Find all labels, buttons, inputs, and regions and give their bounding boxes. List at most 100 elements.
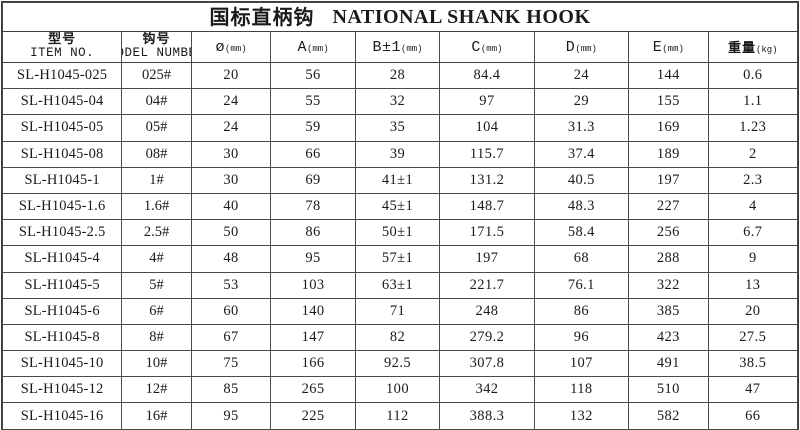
table-row: SL-H1045-6 6# 60 140 71 248 86 385 20 bbox=[1, 297, 799, 325]
cell-b: 32 bbox=[354, 88, 441, 116]
cell-weight: 2.3 bbox=[707, 166, 799, 194]
column-header-a-unit: (mm) bbox=[307, 43, 329, 54]
cell-diameter: 24 bbox=[190, 114, 272, 142]
cell-c: 171.5 bbox=[439, 219, 535, 247]
cell-e: 491 bbox=[628, 350, 709, 378]
cell-e: 385 bbox=[628, 297, 709, 325]
column-header-d: D(mm) bbox=[533, 31, 630, 63]
cell-d: 48.3 bbox=[533, 192, 630, 221]
column-header-weight-cn: 重量 bbox=[727, 41, 756, 56]
cell-b: 71 bbox=[354, 297, 441, 325]
cell-item-no: SL-H1045-4 bbox=[1, 245, 123, 273]
column-header-diameter: ø(mm) bbox=[190, 31, 272, 63]
title-row: 国标直柄钩 NATIONAL SHANK HOOK bbox=[2, 2, 798, 32]
cell-model-number: 6# bbox=[121, 297, 192, 325]
cell-b: 92.5 bbox=[354, 350, 441, 378]
cell-model-number: 1.6# bbox=[121, 192, 192, 221]
cell-d: 118 bbox=[533, 376, 630, 404]
column-header-b-unit: (mm) bbox=[400, 43, 423, 54]
column-header-weight: 重量(kg) bbox=[707, 31, 799, 63]
cell-weight: 2 bbox=[707, 140, 799, 168]
column-header-e-symbol: E bbox=[652, 38, 663, 56]
cell-diameter: 40 bbox=[190, 192, 272, 221]
cell-e: 227 bbox=[628, 192, 709, 221]
cell-weight: 9 bbox=[707, 245, 799, 273]
title-english: NATIONAL SHANK HOOK bbox=[332, 6, 591, 28]
cell-a: 225 bbox=[270, 402, 356, 430]
table-title-cell: 国标直柄钩 NATIONAL SHANK HOOK bbox=[2, 2, 798, 32]
cell-b: 50±1 bbox=[354, 219, 441, 247]
cell-model-number: 4# bbox=[121, 245, 192, 273]
column-header-a-symbol: A bbox=[297, 38, 307, 56]
cell-c: 221.7 bbox=[439, 271, 535, 299]
column-header-model-number-en: MODEL NUMBER bbox=[123, 46, 191, 61]
table-body: SL-H1045-025 025# 20 56 28 84.4 24 144 0.6 SL-H10… bbox=[1, 61, 799, 430]
cell-a: 95 bbox=[270, 245, 356, 273]
title-chinese: 国标直柄钩 bbox=[209, 5, 315, 29]
cell-weight: 1.23 bbox=[707, 114, 799, 142]
cell-weight: 20 bbox=[707, 297, 799, 325]
header-row: 型号 ITEM NO. 钩号 MODEL NUMBER ø(mm) A(mm) bbox=[1, 31, 799, 63]
cell-a: 78 bbox=[270, 192, 356, 221]
cell-diameter: 60 bbox=[190, 297, 272, 325]
cell-item-no: SL-H1045-8 bbox=[1, 323, 123, 352]
cell-c: 131.2 bbox=[439, 166, 535, 194]
cell-d: 31.3 bbox=[533, 114, 630, 142]
cell-d: 37.4 bbox=[533, 140, 630, 168]
cell-a: 56 bbox=[270, 61, 356, 90]
cell-weight: 0.6 bbox=[707, 61, 799, 90]
column-header-d-unit: (mm) bbox=[575, 43, 597, 54]
cell-item-no: SL-H1045-2.5 bbox=[1, 219, 123, 247]
cell-e: 288 bbox=[628, 245, 709, 273]
cell-c: 97 bbox=[439, 88, 535, 116]
cell-weight: 6.7 bbox=[707, 219, 799, 247]
cell-b: 112 bbox=[354, 402, 441, 430]
cell-item-no: SL-H1045-04 bbox=[1, 88, 123, 116]
cell-a: 166 bbox=[270, 350, 356, 378]
cell-b: 57±1 bbox=[354, 245, 441, 273]
cell-item-no: SL-H1045-16 bbox=[1, 402, 123, 430]
cell-d: 40.5 bbox=[533, 166, 630, 194]
cell-item-no: SL-H1045-10 bbox=[1, 350, 123, 378]
cell-a: 66 bbox=[270, 140, 356, 168]
cell-item-no: SL-H1045-12 bbox=[1, 376, 123, 404]
cell-d: 76.1 bbox=[533, 271, 630, 299]
cell-item-no: SL-H1045-05 bbox=[1, 114, 123, 142]
cell-model-number: 08# bbox=[121, 140, 192, 168]
cell-e: 155 bbox=[628, 88, 709, 116]
cell-diameter: 95 bbox=[190, 402, 272, 430]
cell-d: 96 bbox=[533, 323, 630, 352]
cell-d: 24 bbox=[533, 61, 630, 90]
column-header-model-number: 钩号 MODEL NUMBER bbox=[121, 31, 192, 63]
column-header-item-no: 型号 ITEM NO. bbox=[1, 31, 123, 63]
column-header-b: B±1(mm) bbox=[354, 31, 441, 63]
cell-diameter: 75 bbox=[190, 350, 272, 378]
cell-weight: 38.5 bbox=[707, 350, 799, 378]
cell-e: 322 bbox=[628, 271, 709, 299]
table-row: SL-H1045-05 05# 24 59 35 104 31.3 169 1.23 bbox=[1, 114, 799, 142]
cell-weight: 1.1 bbox=[707, 88, 799, 116]
cell-a: 55 bbox=[270, 88, 356, 116]
column-header-b-symbol: B±1 bbox=[372, 38, 401, 56]
cell-diameter: 67 bbox=[190, 323, 272, 352]
column-header-model-number-cn: 钩号 bbox=[142, 32, 171, 48]
column-header-e: E(mm) bbox=[628, 31, 709, 63]
cell-diameter: 30 bbox=[190, 140, 272, 168]
cell-model-number: 04# bbox=[121, 88, 192, 116]
column-header-d-symbol: D bbox=[565, 38, 576, 56]
cell-diameter: 24 bbox=[190, 88, 272, 116]
cell-c: 248 bbox=[439, 297, 535, 325]
cell-weight: 47 bbox=[707, 376, 799, 404]
cell-diameter: 48 bbox=[190, 245, 272, 273]
cell-b: 45±1 bbox=[354, 192, 441, 221]
table-row: SL-H1045-1 1# 30 69 41±1 131.2 40.5 197 2.3 bbox=[1, 166, 799, 194]
cell-c: 115.7 bbox=[439, 140, 535, 168]
cell-c: 197 bbox=[439, 245, 535, 273]
cell-e: 582 bbox=[628, 402, 709, 430]
cell-c: 148.7 bbox=[439, 192, 535, 221]
cell-diameter: 50 bbox=[190, 219, 272, 247]
column-header-diameter-symbol: ø bbox=[215, 38, 226, 56]
cell-model-number: 8# bbox=[121, 323, 192, 352]
